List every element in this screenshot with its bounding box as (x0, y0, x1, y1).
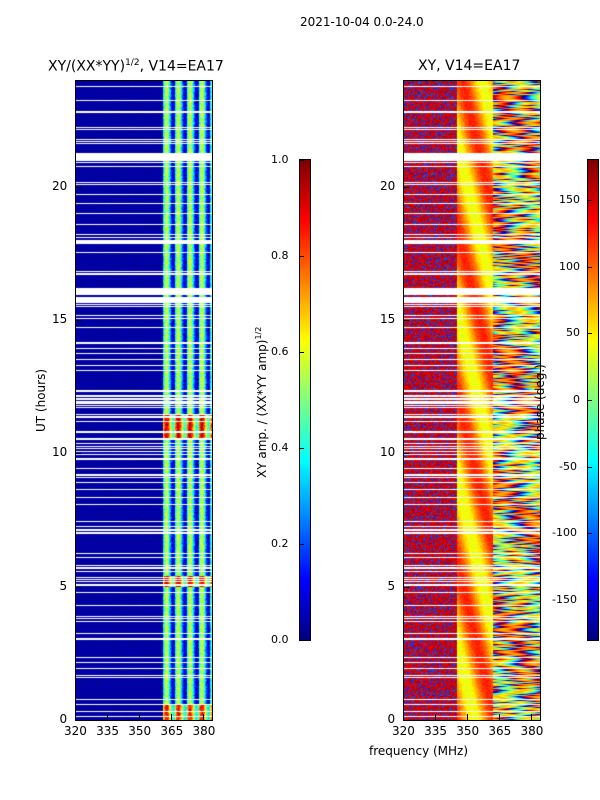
x-tick-label: 335 (96, 724, 120, 738)
phase-heatmap (403, 80, 540, 720)
colorbar-tick-label: -100 (552, 526, 577, 540)
colorbar-tick-mark (588, 466, 592, 468)
colorbar-tick-label: 100 (559, 259, 580, 273)
phase-colorbar-label: phase (deg.) (533, 364, 547, 440)
x-tick-label: 380 (520, 724, 544, 738)
y-tick-label: 15 (52, 312, 68, 326)
left-plot-title: XY/(XX*YY)1/2, V14=EA17 (48, 58, 224, 75)
colorbar-tick-mark (588, 600, 592, 601)
colorbar-tick-label: 0.8 (271, 249, 289, 262)
x-tick-mark (531, 714, 533, 720)
left-axes-frame (75, 80, 213, 721)
y-tick-label: 10 (380, 445, 396, 460)
right-plot-title: XY, V14=EA17 (418, 58, 521, 74)
colorbar-tick-label: 0.4 (271, 441, 289, 454)
x-tick-mark (139, 714, 141, 720)
y-tick-mark (403, 586, 409, 588)
right-axes-frame (403, 80, 541, 721)
y-axis-label: UT (hours) (34, 368, 48, 432)
y-tick-label: 5 (387, 578, 396, 593)
x-tick-label: 380 (192, 724, 216, 738)
colorbar-tick-label: 0.0 (271, 633, 289, 646)
x-tick-label: 320 (64, 724, 87, 738)
colorbar-tick-label: 0.6 (271, 345, 289, 358)
colorbar-tick-mark (300, 640, 304, 641)
y-tick-label: 10 (52, 445, 68, 460)
y-tick-mark (403, 453, 409, 455)
x-tick-mark (171, 714, 173, 720)
y-tick-mark (403, 186, 409, 188)
colorbar-tick-label: 1.0 (271, 153, 289, 166)
x-tick-label: 350 (128, 724, 152, 738)
x-tick-mark (467, 714, 469, 720)
y-tick-mark (403, 720, 409, 721)
x-tick-mark (203, 714, 205, 720)
y-tick-label: 0 (59, 712, 68, 726)
colorbar-tick-mark (588, 400, 592, 401)
x-tick-mark (403, 714, 404, 720)
colorbar-tick-label: 150 (559, 193, 580, 206)
y-tick-mark (75, 720, 81, 721)
colorbar-tick-mark (300, 160, 304, 161)
colorbar-tick-label: 0 (573, 393, 580, 406)
x-tick-label: 320 (392, 724, 415, 738)
x-tick-mark (499, 714, 501, 720)
colorbar-tick-mark (588, 333, 592, 335)
amplitude-colorbar (300, 160, 310, 640)
amplitude-heatmap (75, 80, 212, 720)
colorbar-tick-label: -150 (552, 593, 577, 606)
y-tick-mark (403, 320, 409, 321)
colorbar-tick-mark (588, 266, 592, 268)
y-tick-label: 20 (380, 178, 396, 193)
x-tick-mark (107, 714, 109, 720)
phase-colorbar (588, 160, 598, 640)
colorbar-tick-mark (300, 352, 304, 353)
amplitude-colorbar-label: XY amp. / (XX*YY amp)1/2 (254, 326, 269, 478)
colorbar-tick-mark (588, 533, 592, 535)
x-tick-label: 335 (424, 724, 448, 738)
colorbar-tick-label: -50 (559, 459, 577, 473)
x-axis-label: frequency (MHz) (369, 744, 469, 758)
y-tick-label: 15 (380, 312, 396, 326)
x-tick-mark (435, 714, 437, 720)
amplitude-colorbar-frame (299, 159, 311, 641)
colorbar-tick-label: 0.2 (271, 537, 289, 550)
colorbar-tick-mark (300, 448, 304, 449)
y-tick-label: 0 (387, 712, 396, 726)
x-tick-label: 365 (488, 724, 512, 738)
y-tick-mark (75, 186, 81, 188)
y-tick-mark (75, 320, 81, 321)
y-tick-mark (75, 453, 81, 455)
x-tick-label: 365 (160, 724, 184, 738)
colorbar-tick-mark (300, 544, 304, 545)
y-tick-mark (75, 586, 81, 588)
y-tick-label: 5 (59, 578, 68, 593)
colorbar-tick-label: 50 (566, 326, 580, 340)
y-tick-label: 20 (52, 178, 68, 193)
x-tick-label: 350 (456, 724, 480, 738)
x-tick-mark (75, 714, 76, 720)
figure-suptitle: 2021-10-04 0.0-24.0 (300, 15, 424, 29)
colorbar-tick-mark (588, 200, 592, 201)
colorbar-tick-mark (300, 256, 304, 257)
phase-colorbar-frame (587, 159, 599, 641)
